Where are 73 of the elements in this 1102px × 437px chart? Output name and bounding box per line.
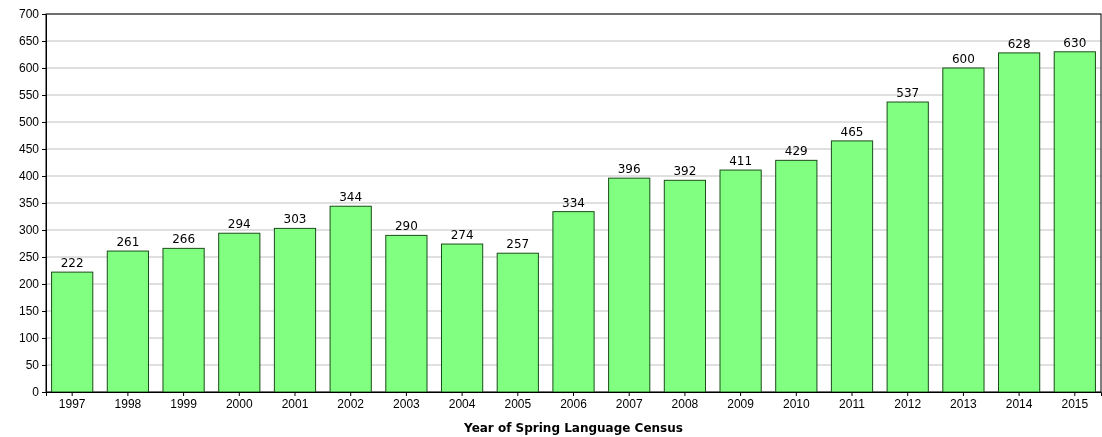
bar xyxy=(51,271,94,393)
data-label: 222 xyxy=(60,256,84,271)
x-tick-label: 2001 xyxy=(281,396,309,411)
data-label: 600 xyxy=(951,52,975,66)
bar xyxy=(273,227,317,393)
bar xyxy=(162,247,205,393)
bar xyxy=(886,101,929,393)
data-label: 429 xyxy=(784,144,808,159)
data-label: 396 xyxy=(617,162,641,177)
x-tick-label: 2011 xyxy=(839,396,866,411)
x-tick-label: 2005 xyxy=(504,396,532,411)
bar xyxy=(496,252,539,393)
y-tick-label: 200 xyxy=(18,277,40,292)
x-tick-label: 2009 xyxy=(727,396,755,411)
data-label: 344 xyxy=(339,190,363,205)
y-tick-label: 500 xyxy=(18,115,40,130)
x-tick-label: 2003 xyxy=(393,396,421,411)
y-tick-label: 550 xyxy=(18,88,40,103)
y-tick-label: 100 xyxy=(18,331,40,346)
y-tick-label: 400 xyxy=(18,169,40,184)
bar xyxy=(942,67,985,393)
bar xyxy=(1053,51,1096,393)
data-label: 630 xyxy=(1063,35,1087,50)
x-tick-label: 1997 xyxy=(58,396,86,411)
data-label: 537 xyxy=(896,86,920,101)
y-tick-label: 50 xyxy=(25,358,40,373)
y-tick-label: 250 xyxy=(18,250,40,265)
x-axis-title: Year of Spring Language Census xyxy=(463,421,683,435)
y-tick-label: 450 xyxy=(18,142,40,157)
data-label: 411 xyxy=(729,154,753,169)
data-label: 257 xyxy=(506,237,530,252)
x-tick-label: 2000 xyxy=(225,396,253,411)
data-label: 628 xyxy=(1007,36,1031,51)
x-tick-label: 1998 xyxy=(114,396,142,411)
y-tick-label: 0 xyxy=(32,385,40,400)
bar xyxy=(218,232,261,393)
bar xyxy=(663,179,707,393)
x-tick-label: 2002 xyxy=(337,396,365,411)
bar xyxy=(608,177,651,393)
x-tick-label: 2015 xyxy=(1061,396,1089,411)
x-tick-label: 2010 xyxy=(782,396,810,411)
data-label: 266 xyxy=(172,232,196,247)
data-label: 303 xyxy=(283,212,307,227)
y-tick-label: 350 xyxy=(18,196,40,211)
x-tick-label: 2013 xyxy=(950,396,978,411)
bar xyxy=(552,211,595,393)
bar xyxy=(830,140,874,393)
y-tick-label: 650 xyxy=(18,34,40,49)
data-label: 334 xyxy=(562,195,585,210)
bar xyxy=(719,169,762,393)
bar xyxy=(329,205,372,393)
x-tick-label: 2004 xyxy=(448,396,476,411)
data-label: 465 xyxy=(840,124,864,139)
bar xyxy=(775,159,818,393)
y-tick-label: 700 xyxy=(18,7,40,22)
x-tick-label: 2007 xyxy=(615,396,643,411)
x-tick-label: 2012 xyxy=(894,396,922,411)
x-tick-label: 2006 xyxy=(560,396,588,411)
data-label: 392 xyxy=(673,164,697,179)
y-tick-label: 600 xyxy=(18,61,40,76)
bar xyxy=(385,234,428,393)
bar xyxy=(998,52,1041,393)
y-tick-label: 300 xyxy=(18,223,40,238)
data-label: 290 xyxy=(394,219,418,234)
y-tick-label: 150 xyxy=(18,304,40,319)
data-label: 261 xyxy=(116,235,140,250)
data-label: 274 xyxy=(450,228,474,243)
x-tick-label: 2008 xyxy=(671,396,699,411)
data-label: 294 xyxy=(227,217,251,232)
bar xyxy=(440,243,484,393)
x-tick-label: 2014 xyxy=(1005,396,1033,411)
bar xyxy=(106,250,149,393)
x-tick-label: 1999 xyxy=(170,396,198,411)
